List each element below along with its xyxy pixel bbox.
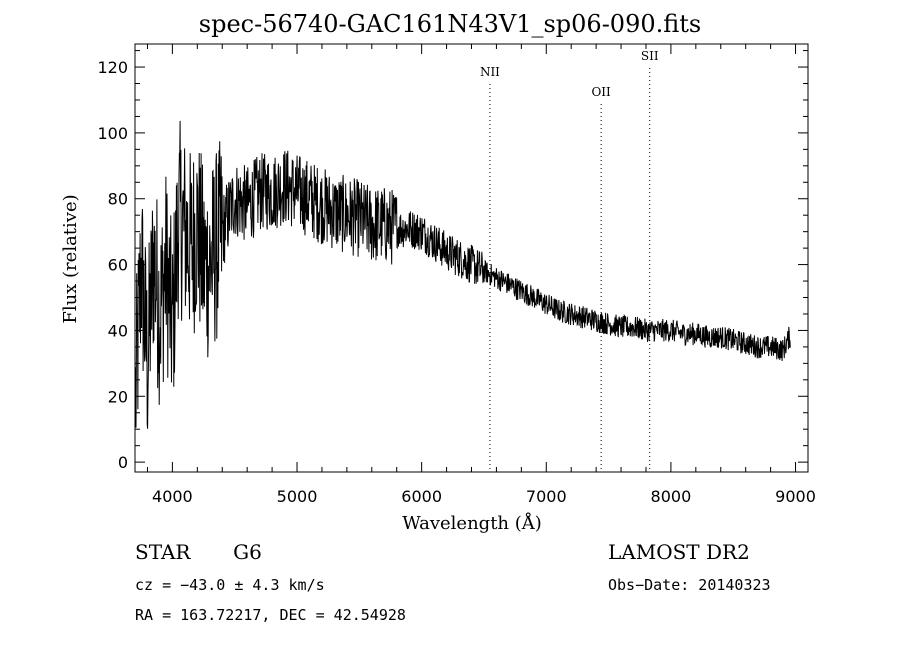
coordinates: RA = 163.72217, DEC = 42.54928 — [135, 606, 406, 624]
object-subclass: G6 — [233, 540, 262, 564]
line-label-nii: NII — [480, 65, 500, 79]
x-axis-label: Wavelength (Å) — [402, 512, 542, 534]
y-axis-label: Flux (relative) — [60, 194, 81, 323]
y-tick-label: 80 — [108, 190, 128, 209]
y-tick-label: 120 — [97, 58, 128, 77]
y-tick-label: 100 — [97, 124, 128, 143]
survey-name: LAMOST DR2 — [608, 540, 750, 564]
spectrum-line — [135, 120, 791, 429]
chart-title: spec-56740-GAC161N43V1_sp06-090.fits — [198, 10, 702, 38]
x-tick-label: 7000 — [526, 487, 567, 506]
line-label-sii: SII — [641, 49, 659, 63]
obs-date: Obs−Date: 20140323 — [608, 576, 771, 594]
x-tick-label: 4000 — [152, 487, 193, 506]
object-class: STAR — [135, 540, 191, 564]
line-label-oii: OII — [591, 85, 611, 99]
x-tick-label: 8000 — [651, 487, 692, 506]
x-tick-label: 6000 — [401, 487, 442, 506]
y-tick-label: 40 — [108, 321, 128, 340]
redshift-cz: cz = −43.0 ± 4.3 km/s — [135, 576, 325, 594]
y-tick-label: 0 — [118, 453, 128, 472]
x-tick-label: 9000 — [775, 487, 816, 506]
x-tick-label: 5000 — [277, 487, 318, 506]
y-tick-label: 60 — [108, 256, 128, 275]
y-tick-label: 20 — [108, 387, 128, 406]
